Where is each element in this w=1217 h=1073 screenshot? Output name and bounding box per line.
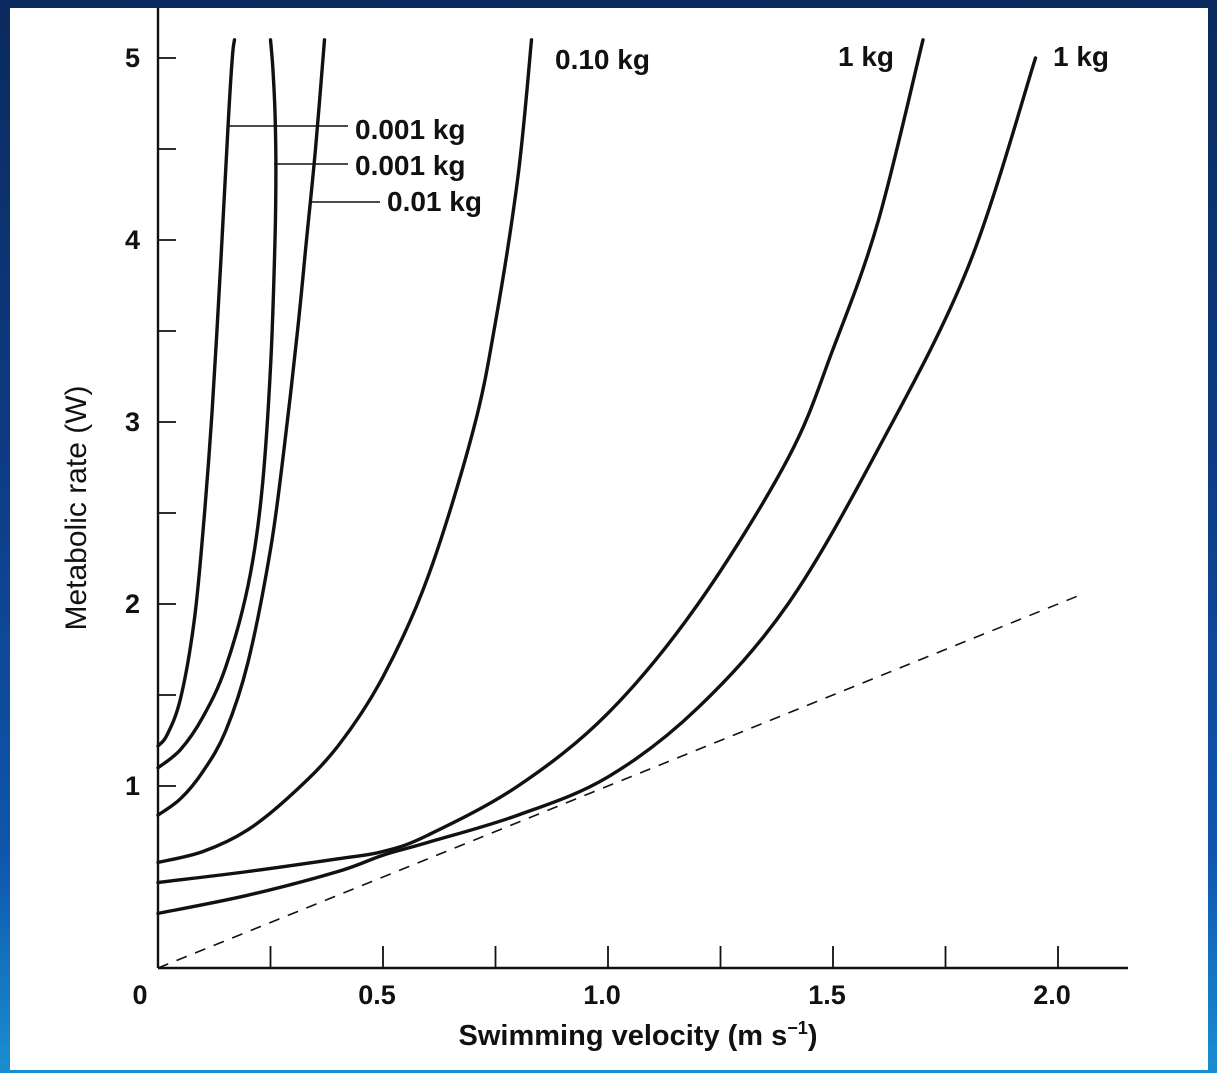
x-axis-title-main: Swimming velocity (m s xyxy=(459,1020,788,1052)
x-tick-label-4: 2.0 xyxy=(1033,980,1071,1010)
series-curve-2 xyxy=(156,38,327,817)
x-tick-label-1: 0.5 xyxy=(358,980,396,1010)
ticks-layer: 0 0.5 1.0 1.5 2.0 1 2 3 4 5 xyxy=(125,43,1071,1010)
curves-layer xyxy=(156,38,1081,969)
label-0-001kg-b: 0.001 kg xyxy=(355,150,466,181)
series-curve-3 xyxy=(156,38,534,865)
label-0-001kg-a: 0.001 kg xyxy=(355,114,466,145)
series-curve-0 xyxy=(156,38,237,748)
label-0-01kg: 0.01 kg xyxy=(387,186,482,217)
leader-lines xyxy=(228,125,380,203)
series-curve-4 xyxy=(156,38,925,885)
chart-frame: 0 0.5 1.0 1.5 2.0 1 2 3 4 5 0.10 kg 1 kg 1 kg 0.0… xyxy=(10,8,1208,1070)
label-0-10kg: 0.10 kg xyxy=(555,44,650,75)
series-dashed-line xyxy=(157,594,1081,969)
y-tick-label-0: 1 xyxy=(125,771,140,801)
series-curve-1 xyxy=(156,38,278,770)
x-axis-title-end: ) xyxy=(808,1020,818,1052)
label-1kg-b: 1 kg xyxy=(1053,41,1109,72)
x-tick-label-2: 1.0 xyxy=(583,980,621,1010)
x-axis-title: Swimming velocity (m s−1) xyxy=(459,1018,818,1052)
y-tick-label-4: 5 xyxy=(125,43,140,73)
y-tick-label-3: 4 xyxy=(125,225,140,255)
y-axis-title: Metabolic rate (W) xyxy=(60,385,93,630)
x-tick-label-3: 1.5 xyxy=(808,980,846,1010)
y-tick-label-2: 3 xyxy=(125,407,140,437)
x-axis-title-sup: −1 xyxy=(787,1018,808,1038)
label-1kg-a: 1 kg xyxy=(838,41,894,72)
metabolic-rate-chart: 0 0.5 1.0 1.5 2.0 1 2 3 4 5 0.10 kg 1 kg 1 kg 0.0… xyxy=(60,8,1128,1052)
x-tick-label-0: 0 xyxy=(132,980,147,1010)
y-tick-label-1: 2 xyxy=(125,589,140,619)
series-curve-5 xyxy=(156,56,1038,916)
